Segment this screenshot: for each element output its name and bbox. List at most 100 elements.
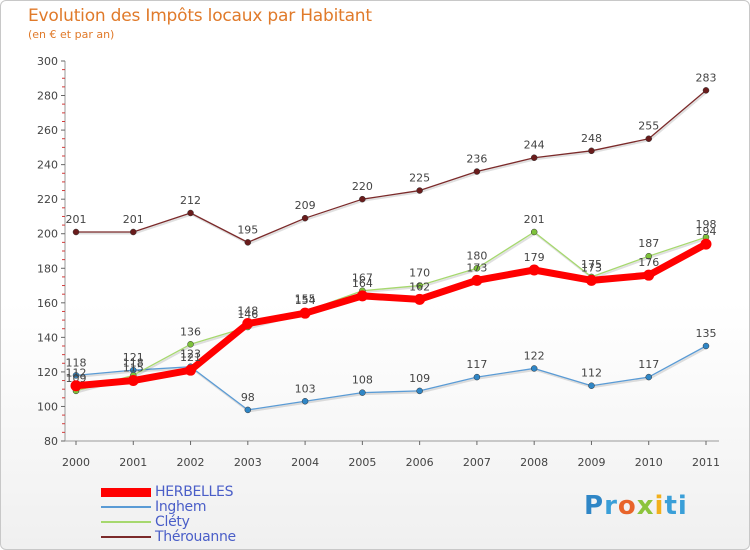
data-label-herbelles: 164	[352, 277, 373, 290]
data-point-therouanne	[130, 228, 137, 236]
proxiti-logo: Proxiti	[584, 491, 688, 521]
data-point-herbelles	[585, 274, 597, 286]
data-point-clety	[530, 228, 538, 236]
data-label-herbelles: 112	[66, 367, 87, 380]
data-point-herbelles	[70, 380, 82, 392]
x-tick-label: 2001	[119, 456, 147, 469]
legend-swatch-herbelles	[101, 488, 151, 497]
x-tick-label: 2010	[635, 456, 663, 469]
data-point-inghem	[72, 372, 80, 379]
data-label-therouanne: 220	[352, 180, 373, 193]
x-tick-label: 2008	[520, 456, 548, 469]
series-line-clety	[75, 231, 707, 392]
data-label-herbelles: 121	[180, 351, 201, 364]
data-label-herbelles: 173	[581, 261, 602, 274]
data-label-clety: 146	[237, 308, 258, 321]
data-point-inghem	[702, 342, 710, 350]
data-label-clety: 167	[352, 272, 373, 285]
data-label-herbelles: 173	[466, 261, 487, 274]
data-point-inghem	[244, 406, 252, 414]
series-line-therouanne	[75, 89, 707, 244]
data-label-clety: 180	[466, 249, 487, 262]
data-label-clety: 136	[180, 325, 201, 338]
data-point-inghem	[416, 387, 423, 395]
series-shadow-clety	[76, 232, 708, 394]
data-point-herbelles	[414, 293, 426, 305]
data-point-clety	[187, 341, 194, 348]
data-point-therouanne	[588, 147, 595, 155]
data-label-inghem: 121	[123, 351, 144, 364]
series-line-herbelles	[72, 240, 710, 390]
data-label-inghem: 109	[409, 372, 430, 385]
data-point-herbelles	[185, 364, 197, 376]
data-label-therouanne: 236	[466, 153, 487, 166]
y-tick-label: 280	[37, 90, 58, 103]
data-label-inghem: 103	[295, 382, 316, 395]
data-label-inghem: 98	[241, 391, 255, 404]
data-label-inghem: 123	[180, 348, 201, 361]
y-tick-label: 180	[37, 262, 58, 275]
data-label-clety: 187	[638, 237, 659, 250]
y-tick-label: 200	[37, 228, 58, 241]
data-point-therouanne	[473, 168, 481, 175]
data-label-inghem: 122	[524, 349, 545, 362]
y-tick-label: 80	[44, 435, 58, 448]
x-tick-label: 2009	[577, 456, 605, 469]
legend-swatch-clety	[101, 521, 151, 523]
data-label-herbelles: 179	[524, 251, 545, 264]
y-tick-label: 140	[37, 331, 58, 344]
data-label-clety: 175	[581, 258, 602, 271]
data-point-herbelles	[356, 290, 368, 302]
logo-letter: r	[604, 491, 618, 521]
data-label-inghem: 117	[638, 358, 659, 371]
data-label-herbelles: 115	[123, 362, 144, 375]
data-point-therouanne	[416, 187, 423, 194]
y-tick-label: 260	[37, 124, 58, 137]
data-point-therouanne	[244, 239, 252, 246]
data-point-therouanne	[187, 209, 194, 217]
data-label-inghem: 118	[66, 356, 87, 369]
data-label-therouanne: 225	[409, 172, 430, 185]
y-tick-label: 220	[37, 193, 58, 206]
legend-label-herbelles: HERBELLES	[155, 484, 234, 500]
data-label-therouanne: 195	[237, 223, 258, 236]
x-tick-label: 2005	[348, 456, 376, 469]
series-line-inghem	[75, 345, 707, 411]
x-tick-label: 2011	[692, 456, 720, 469]
legend-swatch-therouanne	[101, 536, 151, 538]
data-label-herbelles: 154	[295, 294, 316, 307]
logo-letter: ti	[664, 491, 688, 521]
data-label-therouanne: 248	[581, 132, 602, 145]
data-label-therouanne: 209	[295, 199, 316, 212]
legend-label-inghem: Inghem	[155, 499, 207, 515]
data-point-inghem	[588, 382, 595, 389]
data-label-inghem: 117	[466, 358, 487, 371]
x-tick-label: 2002	[177, 456, 205, 469]
chart-title: Evolution des Impôts locaux par Habitant	[28, 6, 372, 26]
data-point-herbelles	[700, 238, 712, 250]
data-label-inghem: 108	[352, 374, 373, 387]
data-label-therouanne: 201	[66, 213, 87, 226]
x-tick-label: 2004	[291, 456, 319, 469]
data-point-therouanne	[301, 214, 309, 222]
data-point-herbelles	[528, 264, 540, 276]
data-point-clety	[473, 265, 481, 272]
y-tick-label: 240	[37, 159, 58, 172]
data-point-therouanne	[72, 228, 80, 236]
data-label-inghem: 112	[581, 367, 602, 380]
data-point-inghem	[645, 373, 652, 381]
logo-letter: x	[636, 491, 655, 521]
data-label-therouanne: 212	[180, 194, 201, 207]
data-point-inghem	[359, 389, 366, 396]
data-point-therouanne	[702, 87, 710, 94]
y-tick-label: 100	[37, 400, 58, 413]
x-tick-label: 2000	[62, 456, 90, 469]
legend-swatch-inghem	[101, 506, 151, 508]
logo-letter: i	[654, 491, 665, 521]
data-point-herbelles	[242, 318, 254, 330]
data-label-inghem: 135	[696, 327, 717, 340]
x-tick-label: 2006	[406, 456, 434, 469]
data-point-clety	[416, 282, 423, 289]
